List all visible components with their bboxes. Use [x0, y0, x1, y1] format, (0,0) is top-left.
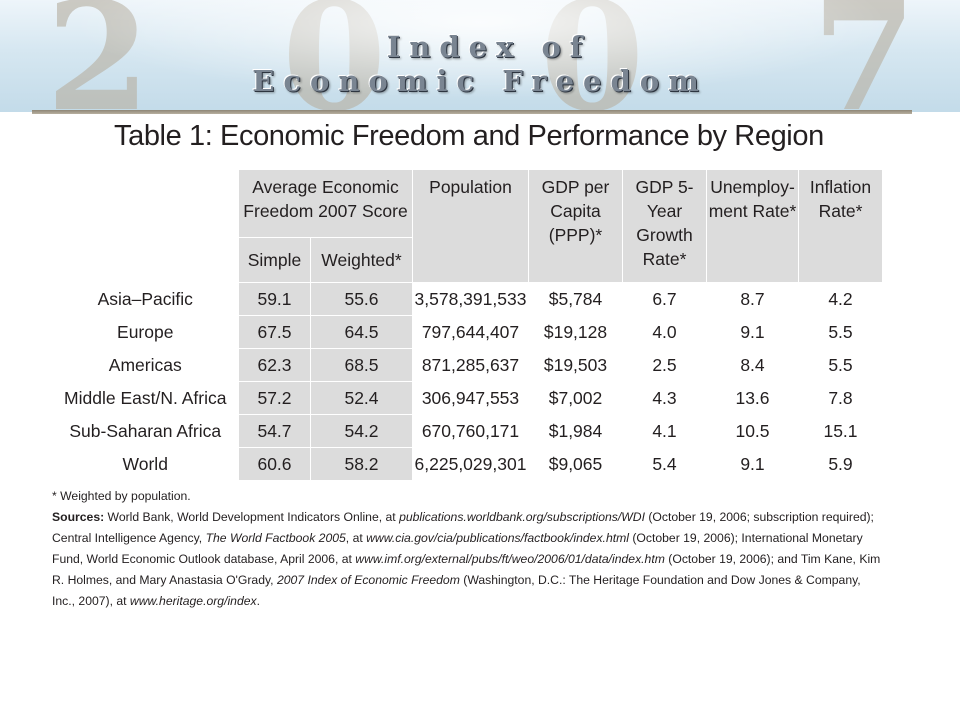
citation-text: World Bank, World Development Indicators…: [104, 510, 400, 524]
population-cell: 6,225,029,301: [412, 447, 529, 481]
citation-text: (October 19, 2006); International Moneta…: [52, 531, 863, 566]
table-row: Asia–Pacific 59.1 55.6 3,578,391,533 $5,…: [52, 282, 883, 316]
simple-score-cell: 59.1: [238, 282, 311, 316]
banner-glow: [0, 0, 960, 112]
weighted-score-cell: 52.4: [310, 381, 413, 415]
unemployment-cell: 13.6: [706, 381, 799, 415]
citation-text: , at: [345, 531, 367, 545]
weighted-score-cell: 54.2: [310, 414, 413, 448]
weighted-score-cell: 58.2: [310, 447, 413, 481]
region-cell: Americas: [52, 348, 239, 382]
inflation-cell: 4.2: [798, 282, 883, 316]
population-cell: 3,578,391,533: [412, 282, 529, 316]
corner-cell: [52, 169, 239, 283]
inflation-cell: 5.5: [798, 348, 883, 382]
growth-cell: 2.5: [622, 348, 707, 382]
inflation-cell: 5.9: [798, 447, 883, 481]
header-unemployment: Unemploy- ment Rate*: [706, 169, 799, 283]
unemployment-cell: 8.7: [706, 282, 799, 316]
banner-title: Index of Economic Freedom: [0, 30, 960, 98]
banner-divider: [32, 110, 912, 114]
citation-text: (October 19, 2006; subscription required…: [52, 510, 874, 545]
table-row: Sub-Saharan Africa 54.7 54.2 670,760,171…: [52, 414, 883, 448]
gdp-cell: $19,128: [528, 315, 623, 349]
banner-title-line2: Economic Freedom: [252, 64, 708, 98]
table-row: Europe 67.5 64.5 797,644,407 $19,128 4.0…: [52, 315, 883, 349]
header-inflation: Inflation Rate*: [798, 169, 883, 283]
region-cell: World: [52, 447, 239, 481]
growth-cell: 4.0: [622, 315, 707, 349]
citation-title: 2007 Index of Economic Freedom: [276, 573, 460, 587]
table-notes: * Weighted by population. Sources: World…: [52, 486, 884, 612]
table-row: Americas 62.3 68.5 871,285,637 $19,503 2…: [52, 348, 883, 382]
sources-text: World Bank, World Development Indicators…: [52, 510, 880, 608]
header-gdp-per-capita: GDP per Capita (PPP)*: [528, 169, 623, 283]
gdp-cell: $9,065: [528, 447, 623, 481]
table-title: Table 1: Economic Freedom and Performanc…: [114, 120, 824, 152]
growth-cell: 4.1: [622, 414, 707, 448]
unemployment-cell: 8.4: [706, 348, 799, 382]
region-cell: Asia–Pacific: [52, 282, 239, 316]
economic-freedom-table: Average Economic Freedom 2007 Score Popu…: [52, 169, 883, 481]
citation-title: www.imf.org/external/pubs/ft/weo/2006/01…: [355, 552, 665, 566]
unemployment-cell: 9.1: [706, 315, 799, 349]
unemployment-cell: 10.5: [706, 414, 799, 448]
header-score-group: Average Economic Freedom 2007 Score: [238, 169, 413, 238]
simple-score-cell: 54.7: [238, 414, 311, 448]
header-simple: Simple: [238, 237, 311, 283]
simple-score-cell: 60.6: [238, 447, 311, 481]
sources-paragraph: Sources: World Bank, World Development I…: [52, 507, 884, 612]
header-population: Population: [412, 169, 529, 283]
header-gdp-growth: GDP 5-Year Growth Rate*: [622, 169, 707, 283]
unemployment-cell: 9.1: [706, 447, 799, 481]
region-cell: Europe: [52, 315, 239, 349]
region-cell: Sub-Saharan Africa: [52, 414, 239, 448]
weighted-score-cell: 55.6: [310, 282, 413, 316]
citation-title: www.heritage.org/index: [129, 594, 257, 608]
citation-title: The World Factbook 2005: [205, 531, 346, 545]
citation-text: (October 19, 2006); and Tim Kane, Kim R.…: [52, 552, 881, 587]
inflation-cell: 15.1: [798, 414, 883, 448]
sources-label: Sources:: [52, 510, 105, 524]
region-cell: Middle East/N. Africa: [52, 381, 239, 415]
population-cell: 797,644,407: [412, 315, 529, 349]
gdp-cell: $7,002: [528, 381, 623, 415]
citation-title: www.cia.gov/cia/publications/factbook/in…: [366, 531, 629, 545]
weighted-score-cell: 64.5: [310, 315, 413, 349]
citation-text: (Washington, D.C.: The Heritage Foundati…: [52, 573, 861, 608]
simple-score-cell: 57.2: [238, 381, 311, 415]
growth-cell: 6.7: [622, 282, 707, 316]
growth-cell: 5.4: [622, 447, 707, 481]
weighted-score-cell: 68.5: [310, 348, 413, 382]
table-row: World 60.6 58.2 6,225,029,301 $9,065 5.4…: [52, 447, 883, 481]
citation-text: .: [256, 594, 260, 608]
population-cell: 306,947,553: [412, 381, 529, 415]
gdp-cell: $19,503: [528, 348, 623, 382]
table-row: Middle East/N. Africa 57.2 52.4 306,947,…: [52, 381, 883, 415]
growth-cell: 4.3: [622, 381, 707, 415]
population-cell: 871,285,637: [412, 348, 529, 382]
gdp-cell: $1,984: [528, 414, 623, 448]
simple-score-cell: 62.3: [238, 348, 311, 382]
citation-title: publications.worldbank.org/subscriptions…: [399, 510, 645, 524]
header-banner: 2 0 0 7 Index of Economic Freedom: [0, 0, 960, 112]
banner-title-line1: Index of: [386, 30, 592, 64]
header-weighted: Weighted*: [310, 237, 413, 283]
inflation-cell: 7.8: [798, 381, 883, 415]
simple-score-cell: 67.5: [238, 315, 311, 349]
population-cell: 670,760,171: [412, 414, 529, 448]
inflation-cell: 5.5: [798, 315, 883, 349]
footnote: * Weighted by population.: [52, 489, 191, 503]
gdp-cell: $5,784: [528, 282, 623, 316]
